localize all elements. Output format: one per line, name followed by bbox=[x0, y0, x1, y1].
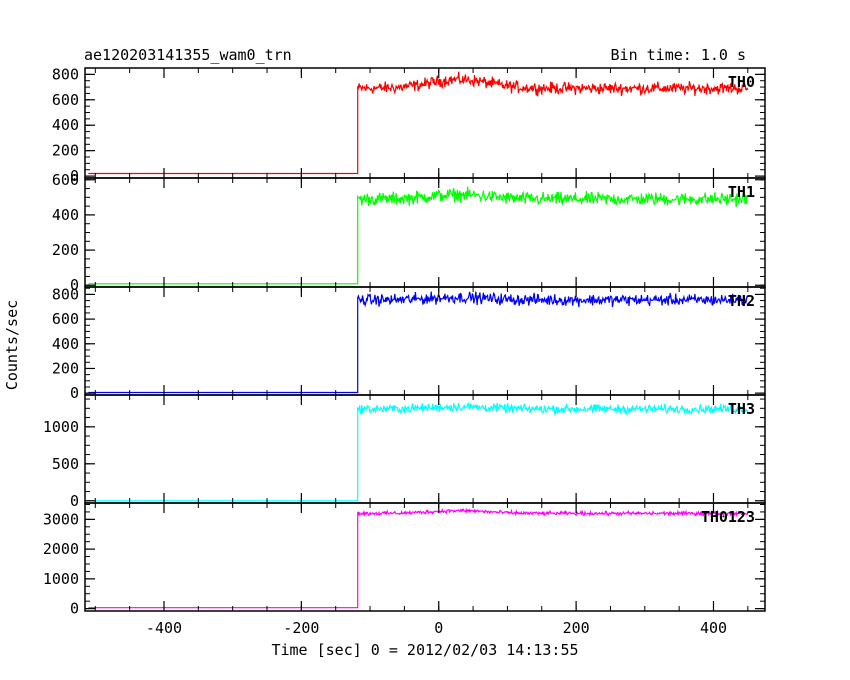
panel-frame bbox=[84, 286, 766, 396]
x-tick-label: 200 bbox=[563, 619, 590, 637]
series-line-th1 bbox=[88, 186, 749, 285]
y-tick-label: 0 bbox=[70, 600, 79, 618]
panel-frame bbox=[84, 394, 766, 504]
y-tick-label: 200 bbox=[52, 359, 79, 377]
series-line-th0123 bbox=[88, 507, 749, 609]
x-tick-label: -400 bbox=[146, 619, 182, 637]
series-name: TH2 bbox=[728, 292, 755, 310]
y-tick-label: 3000 bbox=[43, 510, 79, 528]
y-tick-label: 200 bbox=[52, 142, 79, 160]
panel-th0: 0 200 400 600 800 TH0 bbox=[52, 65, 766, 185]
series-name: TH3 bbox=[728, 400, 755, 418]
y-tick-label: 600 bbox=[52, 171, 79, 189]
y-tick-label: 800 bbox=[52, 285, 79, 303]
series-name: TH0123 bbox=[701, 508, 755, 526]
panel-frame bbox=[84, 177, 766, 288]
y-tick-label: 0 bbox=[70, 167, 79, 185]
y-tick-label: 400 bbox=[52, 335, 79, 353]
y-tick-label: 500 bbox=[52, 455, 79, 473]
chart-title: ae120203141355_wam0_trn bbox=[84, 46, 292, 64]
series-line-th2 bbox=[88, 291, 749, 394]
y-tick-label: 800 bbox=[52, 65, 79, 83]
y-tick-label: 2000 bbox=[43, 540, 79, 558]
y-axis-label: Counts/sec bbox=[3, 300, 21, 390]
y-tick-label: 0 bbox=[70, 492, 79, 510]
y-tick-label: 600 bbox=[52, 310, 79, 328]
bin-time-label: Bin time: 1.0 s bbox=[611, 46, 746, 64]
y-tick-label: 200 bbox=[52, 241, 79, 259]
y-tick-label: 1000 bbox=[43, 418, 79, 436]
y-tick-label: 600 bbox=[52, 91, 79, 109]
x-tick-label: 400 bbox=[700, 619, 727, 637]
series-line-th3 bbox=[88, 401, 748, 502]
y-tick-label: 1000 bbox=[43, 570, 79, 588]
series-line-th0 bbox=[88, 71, 749, 175]
y-tick-label: 0 bbox=[70, 384, 79, 402]
x-tick-label: -200 bbox=[283, 619, 319, 637]
x-tick-label: 0 bbox=[434, 619, 443, 637]
x-axis-label: Time [sec] 0 = 2012/02/03 14:13:55 bbox=[271, 641, 578, 659]
y-tick-label: 0 bbox=[70, 276, 79, 294]
panel-th1: 0 200 400 600 TH1 bbox=[52, 171, 766, 294]
series-name: TH1 bbox=[728, 183, 755, 201]
panels-group: 0 200 400 600 800 TH0 0 200 400 600 TH1 0 200 400 600 8… bbox=[43, 65, 766, 637]
y-tick-label: 400 bbox=[52, 206, 79, 224]
y-tick-label: 400 bbox=[52, 116, 79, 134]
series-name: TH0 bbox=[728, 73, 755, 91]
panel-frame bbox=[84, 502, 766, 612]
panel-th2: 0 200 400 600 800 TH2 bbox=[52, 285, 766, 402]
panel-th3: 0 500 1000 TH3 bbox=[43, 394, 766, 510]
panel-th0123: 0 1000 2000 3000 TH0123 -400 -200 0 200 400 bbox=[43, 502, 766, 637]
